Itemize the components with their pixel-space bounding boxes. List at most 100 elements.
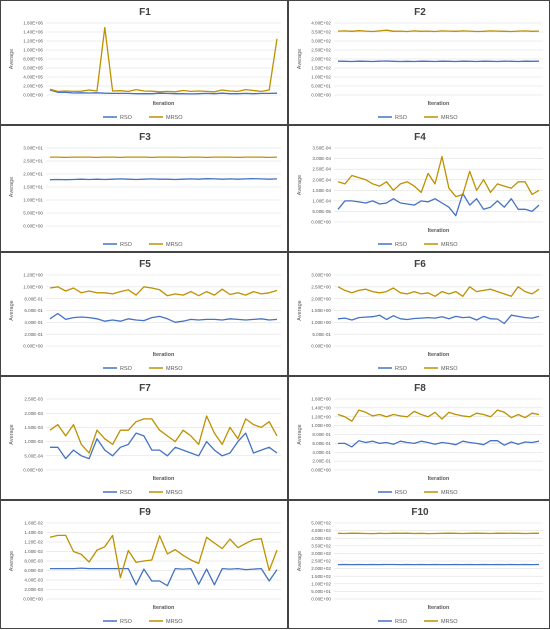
chart-svg: F30.00E+005.00E+001.00E+011.50E+012.00E+… xyxy=(1,126,289,253)
y-tick-label: 2.50E+02 xyxy=(311,559,331,564)
series-line-mrso xyxy=(338,410,539,421)
y-tick-label: 2.50E+01 xyxy=(23,159,43,164)
y-tick-label: 1.00E+02 xyxy=(311,75,331,80)
y-tick-label: 1.60E+00 xyxy=(311,397,331,402)
y-tick-label: 1.20E-02 xyxy=(24,540,43,545)
y-tick-label: 1.50E+02 xyxy=(311,574,331,579)
y-tick-label: 3.00E+01 xyxy=(23,146,43,151)
y-tick-label: 1.20E+00 xyxy=(311,414,331,419)
y-tick-label: 5.00E-04 xyxy=(24,453,43,458)
y-tick-label: 8.00E-01 xyxy=(312,432,331,437)
series-line-rso xyxy=(50,433,277,459)
x-axis-label: Iteration xyxy=(428,101,450,107)
y-tick-label: 0.00E+00 xyxy=(23,344,43,349)
y-tick-label: 1.00E-04 xyxy=(312,198,331,203)
chart-svg: F50.00E+002.00E-014.00E-016.00E-018.00E-… xyxy=(1,253,289,377)
y-tick-label: 5.00E+01 xyxy=(311,84,331,89)
y-tick-label: 1.20E+00 xyxy=(23,273,43,278)
y-tick-label: 4.00E-03 xyxy=(24,578,43,583)
legend-label: MRSO xyxy=(441,619,458,625)
series-line-rso xyxy=(338,61,539,62)
y-tick-label: 1.00E+00 xyxy=(23,284,43,289)
series-line-rso xyxy=(338,441,539,447)
y-tick-label: 1.60E+06 xyxy=(23,21,43,26)
legend-label: RSO xyxy=(395,490,408,496)
chart-title: F8 xyxy=(414,383,426,394)
y-tick-label: 4.00E-01 xyxy=(24,320,43,325)
legend-label: MRSO xyxy=(166,366,183,372)
legend-label: MRSO xyxy=(441,366,458,372)
chart-svg: F70.00E+005.00E-041.00E-031.50E-032.00E-… xyxy=(1,377,289,501)
y-tick-label: 5.00E+02 xyxy=(311,521,331,526)
y-tick-label: 1.50E-03 xyxy=(24,425,43,430)
y-tick-label: 8.00E+05 xyxy=(23,57,43,62)
y-axis-label: Average xyxy=(9,300,15,320)
series-line-mrso xyxy=(338,30,539,31)
series-line-rso xyxy=(338,194,539,216)
y-tick-label: 6.00E-01 xyxy=(24,308,43,313)
chart-svg: F60.00E+005.00E-011.00E+001.50E+002.00E+… xyxy=(289,253,550,377)
y-axis-label: Average xyxy=(297,49,303,69)
legend-label: MRSO xyxy=(441,115,458,121)
y-tick-label: 0.00E+00 xyxy=(311,597,331,602)
legend-label: MRSO xyxy=(441,242,458,248)
series-line-rso xyxy=(50,179,277,180)
legend-label: RSO xyxy=(395,366,408,372)
x-axis-label: Iteration xyxy=(153,476,175,482)
chart-svg: F100.00E+005.00E+011.00E+021.50E+022.00E… xyxy=(289,501,550,630)
y-tick-label: 2.00E-01 xyxy=(24,332,43,337)
y-tick-label: 6.00E-03 xyxy=(24,568,43,573)
y-axis-label: Average xyxy=(9,177,15,197)
y-tick-label: 2.50E+02 xyxy=(311,48,331,53)
y-tick-label: 0.00E+00 xyxy=(23,597,43,602)
y-tick-label: 1.00E+02 xyxy=(311,581,331,586)
y-tick-label: 8.00E-01 xyxy=(24,296,43,301)
y-tick-label: 3.00E+02 xyxy=(311,39,331,44)
x-axis-label: Iteration xyxy=(153,352,175,358)
y-tick-label: 1.20E+06 xyxy=(23,39,43,44)
chart-title: F1 xyxy=(139,7,151,18)
y-tick-label: 3.00E+02 xyxy=(311,551,331,556)
chart-title: F6 xyxy=(414,259,426,270)
y-tick-label: 1.50E+02 xyxy=(311,66,331,71)
chart-svg: F90.00E+002.00E-034.00E-036.00E-038.00E-… xyxy=(1,501,289,630)
series-line-mrso xyxy=(50,416,277,453)
y-tick-label: 4.00E+05 xyxy=(23,75,43,80)
legend-label: RSO xyxy=(120,619,133,625)
chart-svg: F20.00E+005.00E+011.00E+021.50E+022.00E+… xyxy=(289,1,550,126)
series-line-mrso xyxy=(50,535,277,577)
legend-label: MRSO xyxy=(166,490,183,496)
y-tick-label: 2.00E+05 xyxy=(23,84,43,89)
y-tick-label: 2.00E-03 xyxy=(24,411,43,416)
y-axis-label: Average xyxy=(9,49,15,69)
y-tick-label: 2.50E+00 xyxy=(311,284,331,289)
y-tick-label: 5.00E+01 xyxy=(311,589,331,594)
y-tick-label: 1.40E+06 xyxy=(23,30,43,35)
series-line-mrso xyxy=(50,287,277,296)
series-line-mrso xyxy=(50,28,277,92)
y-tick-label: 2.50E-03 xyxy=(24,397,43,402)
legend-label: MRSO xyxy=(166,242,183,248)
y-tick-label: 5.00E+00 xyxy=(23,211,43,216)
chart-title: F10 xyxy=(411,507,429,518)
series-line-mrso xyxy=(338,157,539,197)
y-tick-label: 0.00E+00 xyxy=(311,220,331,225)
x-axis-label: Iteration xyxy=(428,476,450,482)
x-axis-label: Iteration xyxy=(153,605,175,611)
y-tick-label: 4.50E+02 xyxy=(311,528,331,533)
y-tick-label: 0.00E+00 xyxy=(23,224,43,229)
legend-label: RSO xyxy=(120,490,133,496)
y-tick-label: 3.00E-04 xyxy=(312,156,331,161)
y-tick-label: 1.00E+00 xyxy=(311,320,331,325)
legend-label: RSO xyxy=(395,242,408,248)
chart-svg: F10.00E+002.00E+054.00E+056.00E+058.00E+… xyxy=(1,1,289,126)
